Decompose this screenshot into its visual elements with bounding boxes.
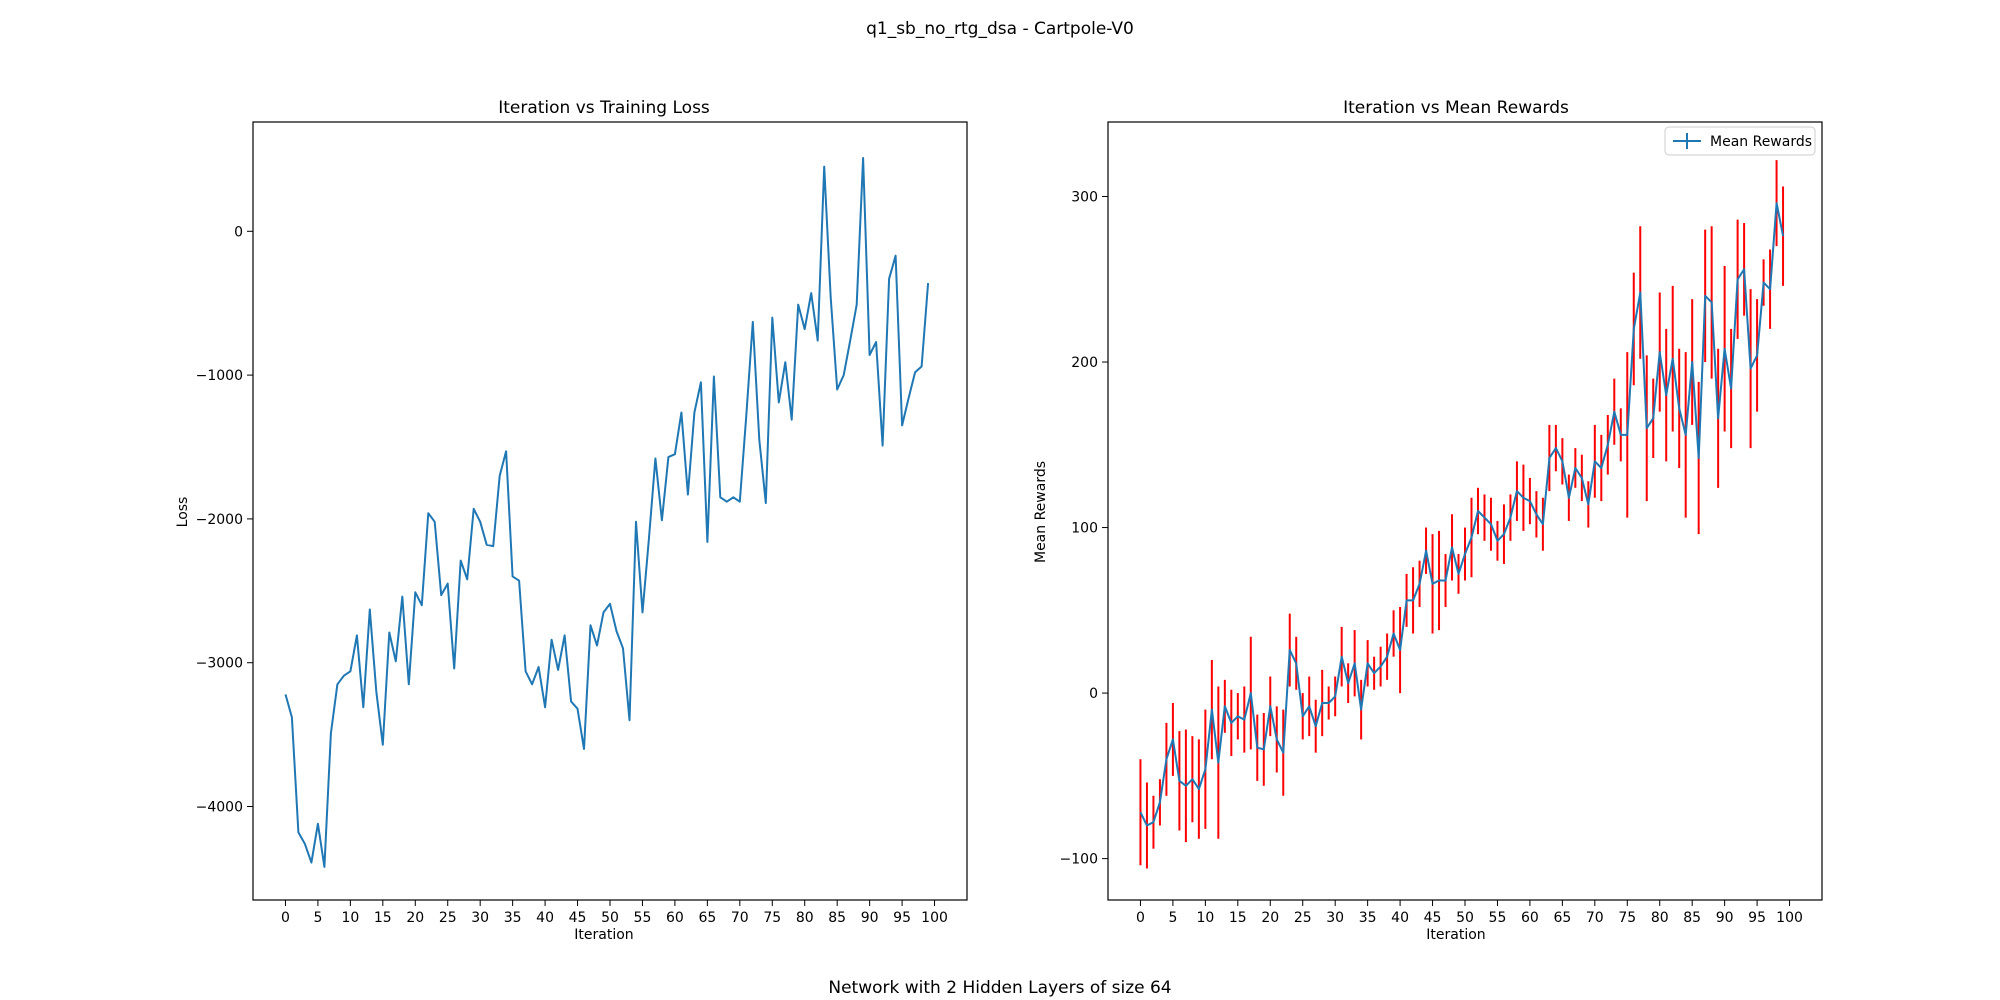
loss-xtick-label: 75: [763, 910, 781, 926]
loss-xtick-label: 60: [666, 910, 684, 926]
loss-ytick-label: −4000: [196, 800, 243, 816]
rewards-xtick-label: 85: [1683, 910, 1701, 926]
loss-xtick-label: 5: [313, 910, 322, 926]
rewards-xtick-label: 30: [1326, 910, 1344, 926]
loss-ytick-label: −3000: [196, 656, 243, 672]
loss-chart-ylabel: Loss: [175, 497, 191, 528]
rewards-xtick-label: 70: [1586, 910, 1604, 926]
loss-xtick-label: 40: [536, 910, 554, 926]
rewards-chart: Iteration vs Mean Rewards Iteration Mean…: [1033, 98, 1823, 943]
legend: Mean Rewards: [1664, 126, 1816, 156]
loss-chart: Iteration vs Training Loss Iteration Los…: [175, 98, 968, 943]
rewards-chart-title: Iteration vs Mean Rewards: [1343, 98, 1569, 118]
loss-axes-frame: [252, 121, 968, 901]
legend-label: Mean Rewards: [1710, 134, 1812, 150]
loss-xtick-label: 25: [439, 910, 457, 926]
rewards-xtick-label: 20: [1261, 910, 1279, 926]
loss-xtick-label: 15: [374, 910, 392, 926]
rewards-ytick-label: 200: [1071, 355, 1098, 371]
loss-xtick-label: 65: [698, 910, 716, 926]
rewards-xtick-label: 40: [1391, 910, 1409, 926]
loss-series-line: [284, 157, 930, 868]
figure-footer: Network with 2 Hidden Layers of size 64: [828, 978, 1171, 998]
loss-xtick-label: 95: [893, 910, 911, 926]
rewards-ytick-label: −100: [1060, 852, 1098, 868]
rewards-xtick-label: 75: [1618, 910, 1636, 926]
loss-ytick-label: 0: [234, 224, 243, 240]
rewards-ytick-label: 0: [1089, 686, 1098, 702]
rewards-xtick-label: 15: [1229, 910, 1247, 926]
rewards-axes-frame: [1107, 121, 1823, 901]
rewards-xtick-label: 95: [1748, 910, 1766, 926]
loss-xtick-label: 45: [569, 910, 587, 926]
loss-plot-area: 0 5 10 15 20 25 30 35 40 45 50 55 60 65 70 75 80 85 90 95 10…: [196, 121, 968, 926]
rewards-xtick-label: 60: [1521, 910, 1539, 926]
rewards-xtick-label: 50: [1456, 910, 1474, 926]
loss-xtick-label: 35: [504, 910, 522, 926]
loss-xtick-label: 85: [828, 910, 846, 926]
figure-suptitle: q1_sb_no_rtg_dsa - Cartpole-V0: [866, 19, 1134, 39]
loss-xtick-label: 90: [861, 910, 879, 926]
rewards-ytick-label: 100: [1071, 521, 1098, 537]
rewards-xtick-label: 55: [1489, 910, 1507, 926]
rewards-xtick-label: 25: [1294, 910, 1312, 926]
rewards-xtick-label: 90: [1716, 910, 1734, 926]
legend-box: [1664, 126, 1816, 156]
loss-xtick-label: 55: [634, 910, 652, 926]
loss-ytick-label: −2000: [196, 512, 243, 528]
loss-xtick-label: 10: [341, 910, 359, 926]
rewards-series-line: [1139, 202, 1785, 827]
loss-ytick-label: −1000: [196, 368, 243, 384]
rewards-xtick-label: 100: [1776, 910, 1803, 926]
loss-xtick-label: 20: [406, 910, 424, 926]
loss-xtick-label: 30: [471, 910, 489, 926]
loss-chart-title: Iteration vs Training Loss: [498, 98, 710, 118]
rewards-xtick-label: 0: [1136, 910, 1145, 926]
rewards-xtick-label: 5: [1168, 910, 1177, 926]
rewards-xtick-label: 80: [1651, 910, 1669, 926]
rewards-plot-area: 0 5 10 15 20 25 30 35 40 45 50 55 60 65 70 75 80 85 90 95 10…: [1060, 121, 1823, 926]
rewards-chart-ylabel: Mean Rewards: [1033, 461, 1049, 563]
loss-chart-xlabel: Iteration: [574, 927, 633, 943]
rewards-xtick-label: 45: [1424, 910, 1442, 926]
rewards-ytick-label: 300: [1071, 189, 1098, 205]
loss-xtick-label: 80: [796, 910, 814, 926]
rewards-xtick-label: 10: [1196, 910, 1214, 926]
loss-xtick-label: 50: [601, 910, 619, 926]
loss-xtick-label: 100: [921, 910, 948, 926]
rewards-xtick-label: 65: [1553, 910, 1571, 926]
rewards-chart-xlabel: Iteration: [1426, 927, 1485, 943]
rewards-xtick-label: 35: [1359, 910, 1377, 926]
loss-xtick-label: 0: [281, 910, 290, 926]
loss-xtick-label: 70: [731, 910, 749, 926]
